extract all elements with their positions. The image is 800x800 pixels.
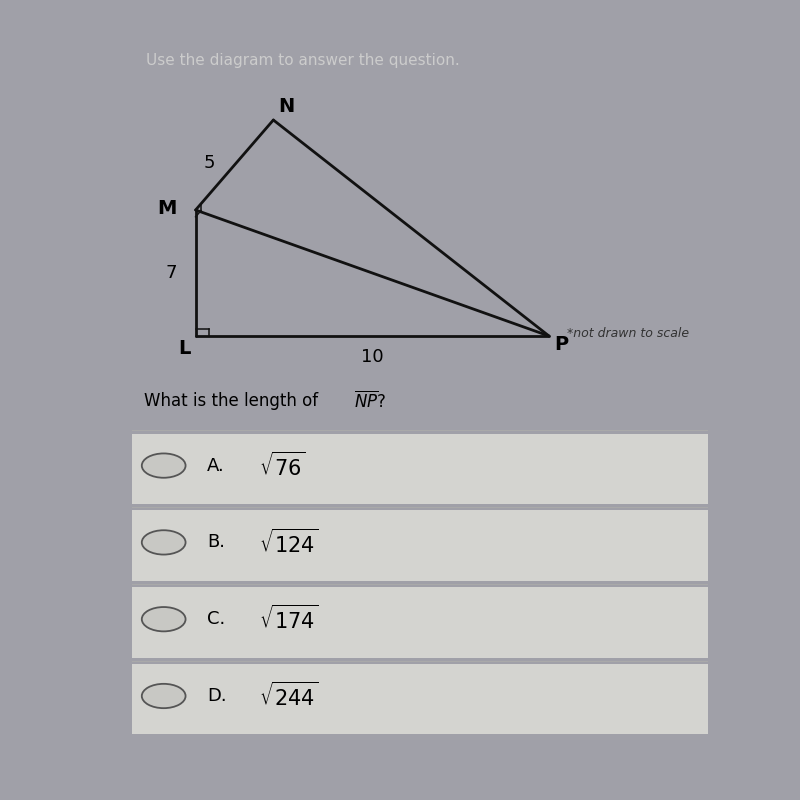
Circle shape xyxy=(142,530,186,554)
Text: D.: D. xyxy=(207,687,226,705)
Text: B.: B. xyxy=(207,534,225,551)
Bar xyxy=(132,434,708,504)
Text: *not drawn to scale: *not drawn to scale xyxy=(566,326,689,340)
Text: M: M xyxy=(157,198,176,218)
Bar xyxy=(132,664,708,734)
Text: P: P xyxy=(554,335,569,354)
Circle shape xyxy=(142,454,186,478)
Text: $\overline{NP}$?: $\overline{NP}$? xyxy=(354,390,386,412)
Circle shape xyxy=(142,607,186,631)
Text: L: L xyxy=(178,338,190,358)
Text: C.: C. xyxy=(207,610,225,628)
Text: 10: 10 xyxy=(361,348,384,366)
Text: $\sqrt{124}$: $\sqrt{124}$ xyxy=(258,528,318,557)
Text: Use the diagram to answer the question.: Use the diagram to answer the question. xyxy=(146,54,460,68)
Bar xyxy=(132,510,708,581)
Text: $\sqrt{76}$: $\sqrt{76}$ xyxy=(258,451,305,480)
Text: 5: 5 xyxy=(204,154,215,172)
Text: $\sqrt{174}$: $\sqrt{174}$ xyxy=(258,605,318,634)
Text: $\sqrt{244}$: $\sqrt{244}$ xyxy=(258,682,318,710)
Text: What is the length of: What is the length of xyxy=(143,392,323,410)
Text: N: N xyxy=(278,97,295,115)
Bar xyxy=(132,587,708,658)
Circle shape xyxy=(142,684,186,708)
Text: A.: A. xyxy=(207,457,225,474)
Text: 7: 7 xyxy=(165,264,177,282)
